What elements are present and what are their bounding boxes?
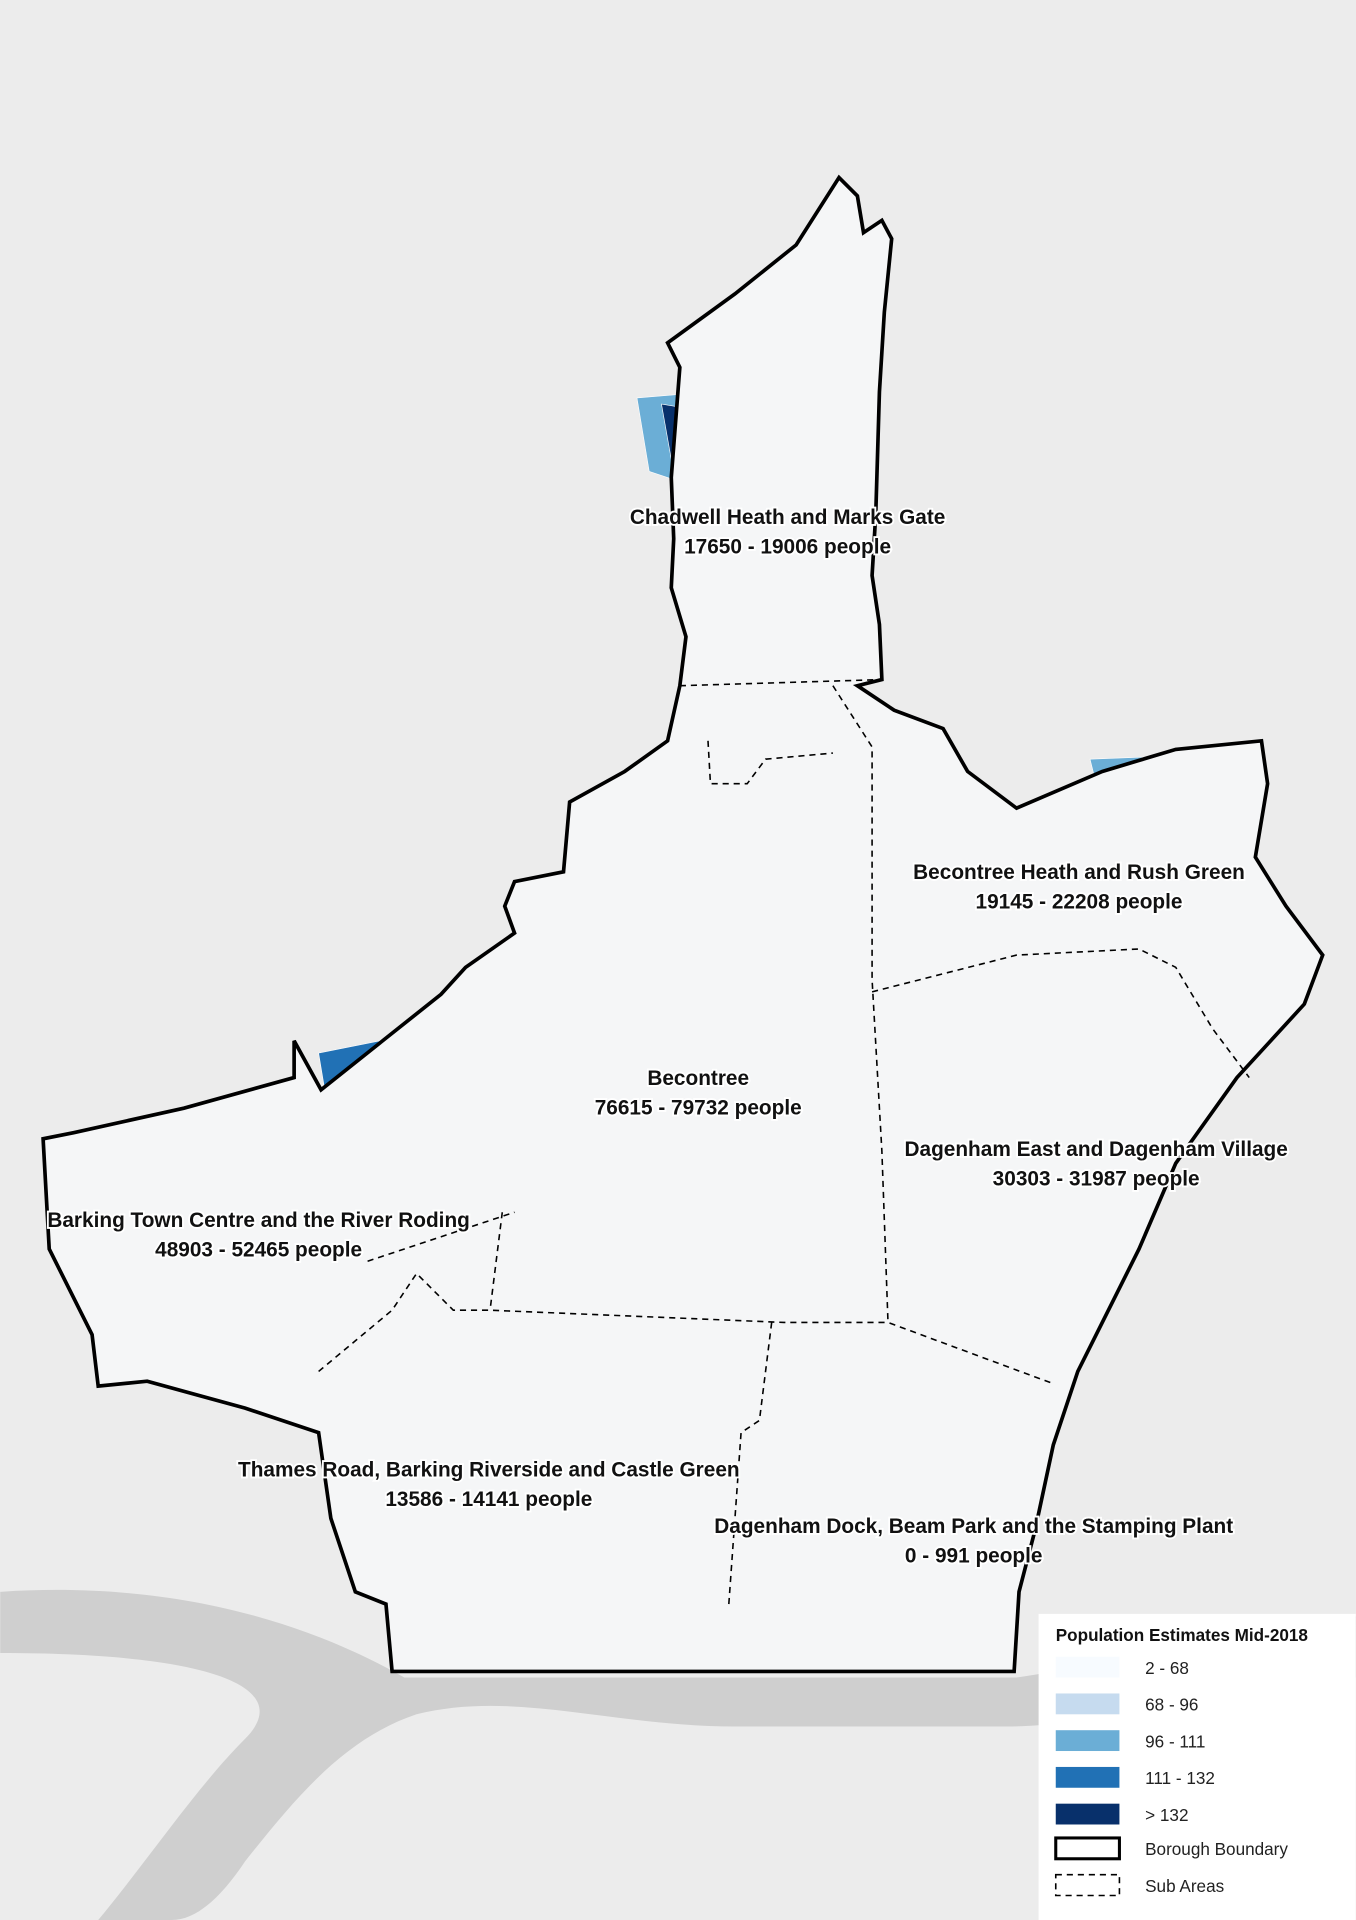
legend-swatch [1055, 1730, 1120, 1752]
legend-swatch [1055, 1693, 1120, 1715]
area-population: 48903 - 52465 people [155, 1238, 362, 1261]
legend-title: Population Estimates Mid-2018 [1056, 1625, 1308, 1645]
area-population: 30303 - 31987 people [993, 1167, 1200, 1190]
area-name: Thames Road, Barking Riverside and Castl… [238, 1459, 740, 1482]
area-name: Dagenham Dock, Beam Park and the Stampin… [714, 1515, 1233, 1538]
boundary-swatch [1054, 1836, 1121, 1861]
sub-area-lines [318, 678, 1250, 1605]
legend-label: 68 - 96 [1145, 1695, 1198, 1715]
legend-label: 96 - 111 [1145, 1731, 1205, 1751]
legend-swatch [1055, 1803, 1120, 1825]
sub-area-line [367, 1211, 515, 1311]
river [0, 1589, 1356, 1920]
legend-label: Borough Boundary [1145, 1839, 1288, 1859]
area-population: 76615 - 79732 people [595, 1096, 802, 1119]
sub-area-line [728, 1322, 773, 1605]
area-name: Barking Town Centre and the River Roding [47, 1209, 470, 1232]
sub-area-swatch [1054, 1873, 1121, 1897]
area-population: 13586 - 14141 people [385, 1488, 592, 1511]
area-population: 0 - 991 people [905, 1544, 1043, 1567]
area-name: Chadwell Heath and Marks Gate [630, 506, 946, 529]
legend-label: 111 - 132 [1145, 1768, 1215, 1788]
area-name: Becontree Heath and Rush Green [913, 861, 1245, 884]
legend-label: 2 - 68 [1145, 1658, 1189, 1678]
sub-area-line [679, 678, 882, 687]
legend-label: > 132 [1145, 1805, 1188, 1825]
sub-area-line [318, 1272, 889, 1373]
area-population: 19145 - 22208 people [976, 891, 1183, 914]
area-labels: Chadwell Heath and Marks Gate 17650 - 19… [46, 504, 1290, 1569]
area-name: Dagenham East and Dagenham Village [904, 1138, 1287, 1161]
legend-swatch [1055, 1766, 1120, 1788]
area-name: Becontree [647, 1067, 749, 1090]
legend-label: Sub Areas [1145, 1876, 1224, 1896]
legend-swatch [1055, 1656, 1120, 1678]
sub-area-line [871, 948, 1250, 1079]
legend: Population Estimates Mid-2018 Borough Bo… [1038, 1613, 1356, 1920]
sub-area-line [832, 685, 1054, 1385]
sub-area-line [707, 740, 833, 785]
area-population: 17650 - 19006 people [684, 535, 891, 558]
